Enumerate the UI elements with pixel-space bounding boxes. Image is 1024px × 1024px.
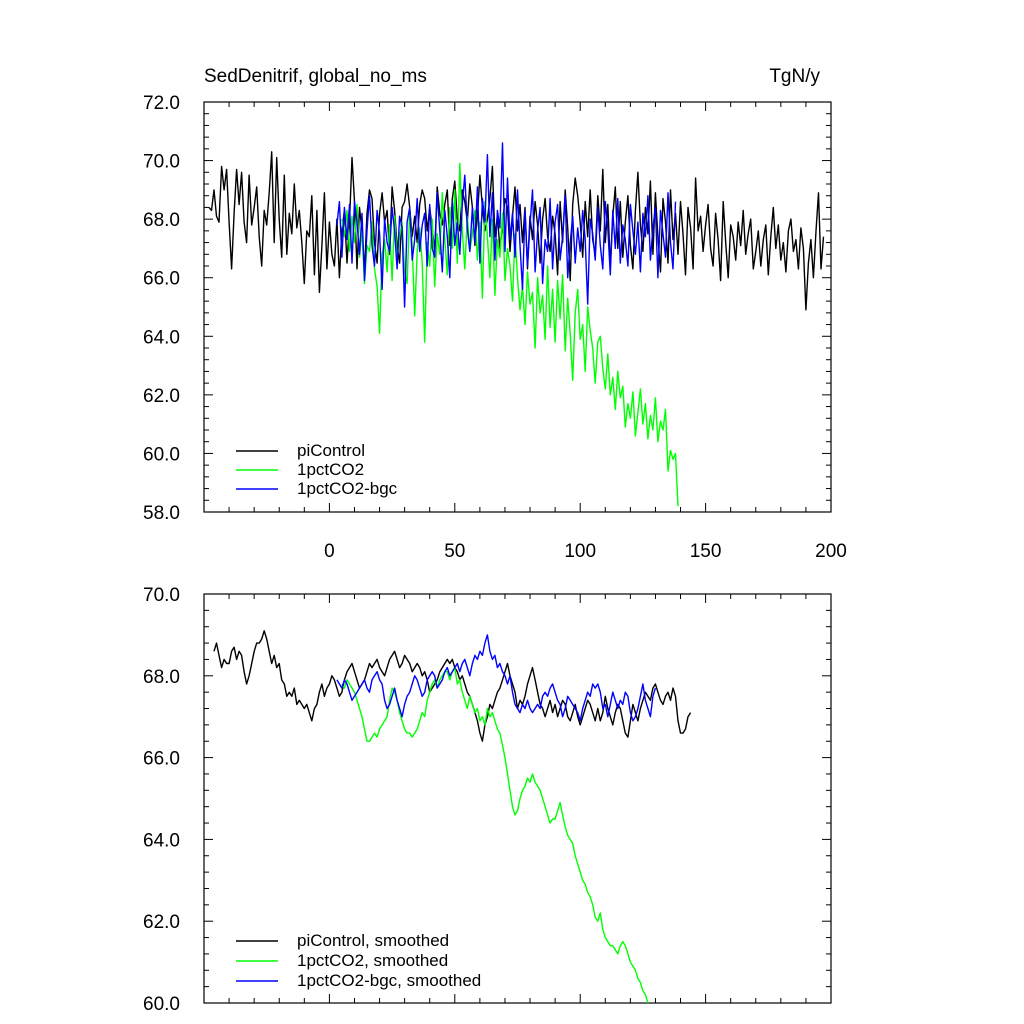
y-tick-label: 70.0 bbox=[143, 152, 180, 173]
y-tick-label: 64.0 bbox=[143, 327, 180, 348]
top-panel: 58.0 60.0 62.0 64.0 66.0 68.0 70.0 72.0 0 50 100 15… bbox=[143, 93, 847, 562]
y-tick-label: 60.0 bbox=[143, 994, 180, 1015]
series-line-1pctco2-smoothed bbox=[341, 666, 649, 1003]
plot-frame bbox=[203, 593, 832, 1004]
title-right: TgN/y bbox=[769, 66, 820, 87]
y-tick-label: 70.0 bbox=[143, 585, 180, 606]
y-tick-label: 66.0 bbox=[143, 269, 180, 290]
x-tick-label: 150 bbox=[690, 541, 722, 562]
x-tick-label: 50 bbox=[444, 541, 465, 562]
plot-frame bbox=[203, 101, 832, 513]
legend-label: piControl bbox=[297, 441, 365, 460]
bottom-panel: 60.0 62.0 64.0 66.0 68.0 70.0 piControl, smoot… bbox=[143, 585, 832, 1015]
legend-label: piControl, smoothed bbox=[297, 931, 449, 950]
title-left: SedDenitrif, global_no_ms bbox=[204, 66, 427, 87]
x-tick-label: 100 bbox=[564, 541, 596, 562]
y-tick-label: 62.0 bbox=[143, 912, 180, 933]
y-tick-label: 68.0 bbox=[143, 210, 180, 231]
legend-label: 1pctCO2, smoothed bbox=[297, 951, 448, 970]
y-tick-label: 68.0 bbox=[143, 667, 180, 688]
x-tick-label: 0 bbox=[324, 541, 335, 562]
legend-label: 1pctCO2 bbox=[297, 460, 364, 479]
series-line-1pctco2-bgc-smoothed bbox=[336, 634, 657, 722]
legend-label: 1pctCO2-bgc bbox=[297, 479, 398, 498]
legend-label: 1pctCO2-bgc, smoothed bbox=[297, 971, 481, 990]
series-line-1pctco2-bgc bbox=[336, 142, 677, 308]
x-tick-label: 200 bbox=[815, 541, 847, 562]
y-tick-label: 72.0 bbox=[143, 93, 180, 114]
y-tick-label: 62.0 bbox=[143, 386, 180, 407]
series-line-picontrol-smoothed bbox=[213, 630, 692, 742]
y-tick-label: 64.0 bbox=[143, 830, 180, 851]
y-tick-label: 58.0 bbox=[143, 503, 180, 524]
y-tick-label: 66.0 bbox=[143, 749, 180, 770]
y-tick-label: 60.0 bbox=[143, 444, 180, 465]
